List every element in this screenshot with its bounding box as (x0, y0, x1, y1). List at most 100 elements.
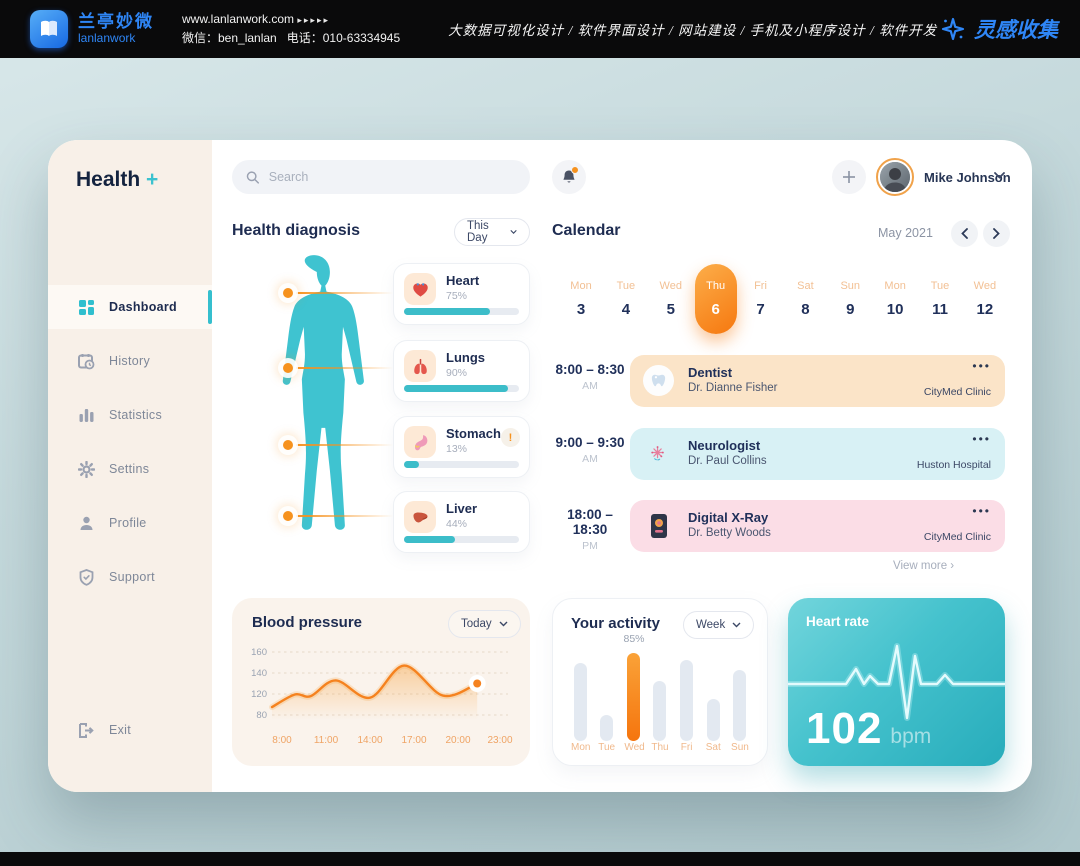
chart-area-fill (272, 665, 478, 720)
progress-track (404, 461, 519, 468)
day-cell[interactable]: Mon 10 (874, 264, 916, 334)
appointment-card-dentist[interactable]: Dentist Dr. Dianne Fisher ••• CityMed Cl… (630, 355, 1005, 407)
bottom-bar (0, 852, 1080, 866)
sidebar: Health + Dashboard (48, 140, 212, 792)
day-cell[interactable]: Tue 4 (605, 264, 647, 334)
heart-rate-title: Heart rate (806, 614, 870, 629)
filter-value: Week (696, 619, 726, 631)
appointment-menu-button[interactable]: ••• (972, 359, 991, 373)
sidebar-item-statistics[interactable]: Statistics (48, 393, 212, 437)
notifications-button[interactable] (552, 160, 586, 194)
calendar-prev-button[interactable] (951, 220, 978, 247)
progress-track (404, 385, 519, 392)
body-point-lungs[interactable] (283, 363, 293, 373)
appointment-menu-button[interactable]: ••• (972, 504, 991, 518)
day-cell[interactable]: Fri 7 (740, 264, 782, 334)
chevron-down-icon[interactable] (994, 172, 1005, 179)
current-point-dot[interactable] (473, 679, 482, 688)
calendar-title: Calendar (552, 222, 621, 239)
activity-bar[interactable] (706, 699, 720, 741)
x-tick: 23:00 (487, 735, 512, 746)
chevron-down-icon (732, 622, 741, 628)
grid-icon (79, 299, 94, 315)
gear-icon (78, 460, 95, 478)
activity-bar[interactable] (680, 660, 694, 741)
organ-card-lungs[interactable]: Lungs 90% (393, 340, 530, 402)
ecg-waveform (788, 643, 1005, 721)
lungs-icon (404, 350, 436, 382)
user-avatar[interactable] (876, 158, 914, 196)
neuron-icon (643, 438, 674, 469)
app-logo-plus: + (146, 168, 159, 191)
activity-bar[interactable] (600, 715, 614, 741)
view-more-link[interactable]: View more › (893, 560, 955, 572)
day-cell[interactable]: Wed 12 (964, 264, 1006, 334)
progress-fill (404, 461, 419, 468)
sparkle-star-icon (941, 17, 965, 41)
day-cell[interactable]: Sun 9 (829, 264, 871, 334)
appointment-menu-button[interactable]: ••• (972, 432, 991, 446)
search-input[interactable] (268, 170, 516, 184)
plus-icon (843, 171, 855, 183)
organ-card-liver[interactable]: Liver 44% (393, 491, 530, 553)
activity-card: Your activity Week 85% Mon Tue Wed Thu Fri… (552, 598, 768, 766)
inspiration-collect[interactable]: 灵感收集 (940, 14, 1058, 44)
day-cell[interactable]: Tue 11 (919, 264, 961, 334)
activity-bar-highlighted[interactable] (626, 653, 640, 741)
sidebar-item-support[interactable]: Support (48, 555, 212, 599)
appointment-place: Huston Hospital (916, 459, 991, 471)
diagnosis-title: Health diagnosis (232, 222, 361, 239)
appointment-title: Neurologist (688, 438, 761, 453)
activity-bar[interactable] (733, 670, 747, 741)
y-tick: 80 (256, 710, 267, 721)
website-link[interactable]: www.lanlanwork.com (182, 11, 295, 26)
connector-line (296, 515, 393, 517)
tooth-icon (643, 365, 674, 396)
sidebar-item-profile[interactable]: Profile (48, 501, 212, 545)
user-name[interactable]: Mike Johnson (924, 170, 1011, 185)
sidebar-item-history[interactable]: History (48, 339, 212, 383)
day-cell[interactable]: Sat 8 (784, 264, 826, 334)
activity-bar[interactable] (573, 663, 587, 741)
bar-chart-icon (79, 408, 94, 422)
activity-filter-select[interactable]: Week (683, 611, 755, 639)
blood-pressure-filter-select[interactable]: Today (448, 610, 521, 638)
day-dow: Wed (973, 280, 997, 292)
sidebar-item-settings[interactable]: Settins (48, 447, 212, 491)
add-button[interactable] (832, 160, 866, 194)
x-tick: 20:00 (445, 735, 470, 746)
sidebar-item-label: Settins (109, 462, 150, 476)
lanlanwork-logo (30, 10, 68, 48)
body-point-stomach[interactable] (283, 440, 293, 450)
activity-bar-chart (571, 647, 749, 741)
heart-rate-card: Heart rate 102 bpm (788, 598, 1005, 766)
calendar-next-button[interactable] (983, 220, 1010, 247)
body-silhouette (282, 255, 364, 530)
bpm-number: 102 (806, 704, 883, 753)
body-point-heart[interactable] (283, 288, 293, 298)
day-cell-selected[interactable]: Thu 6 (694, 264, 737, 334)
day-cell[interactable]: Mon 3 (560, 264, 602, 334)
organ-card-stomach[interactable]: Stomach 13% ! (393, 416, 530, 478)
sidebar-item-label: Profile (109, 516, 147, 530)
search-bar[interactable] (232, 160, 530, 194)
diagnosis-filter-select[interactable]: This Day (454, 218, 530, 246)
x-tick: 14:00 (357, 735, 382, 746)
day-dow: Mon (570, 280, 592, 292)
connector-line (296, 367, 393, 369)
exit-icon (79, 722, 94, 738)
activity-bar[interactable] (653, 681, 667, 741)
organ-name: Stomach (446, 426, 501, 441)
organ-name: Liver (446, 501, 478, 516)
sidebar-item-dashboard[interactable]: Dashboard (48, 285, 212, 329)
body-point-liver[interactable] (283, 511, 293, 521)
sidebar-item-exit[interactable]: Exit (48, 708, 212, 752)
appointment-card-neurologist[interactable]: Neurologist Dr. Paul Collins ••• Huston … (630, 428, 1005, 480)
progress-fill (404, 385, 508, 392)
day-date: 6 (711, 301, 720, 318)
day-date: 4 (621, 301, 631, 318)
appointment-card-xray[interactable]: Digital X-Ray Dr. Betty Woods ••• CityMe… (630, 500, 1005, 552)
organ-card-heart[interactable]: Heart 75% (393, 263, 530, 325)
day-cell[interactable]: Wed 5 (650, 264, 692, 334)
appointment-place: CityMed Clinic (923, 386, 991, 398)
